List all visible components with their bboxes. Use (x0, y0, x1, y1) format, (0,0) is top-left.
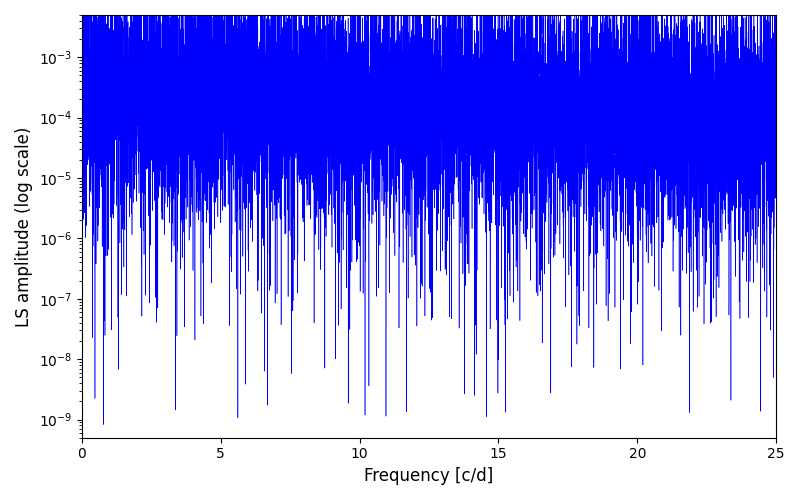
Y-axis label: LS amplitude (log scale): LS amplitude (log scale) (15, 126, 33, 326)
X-axis label: Frequency [c/d]: Frequency [c/d] (364, 467, 494, 485)
